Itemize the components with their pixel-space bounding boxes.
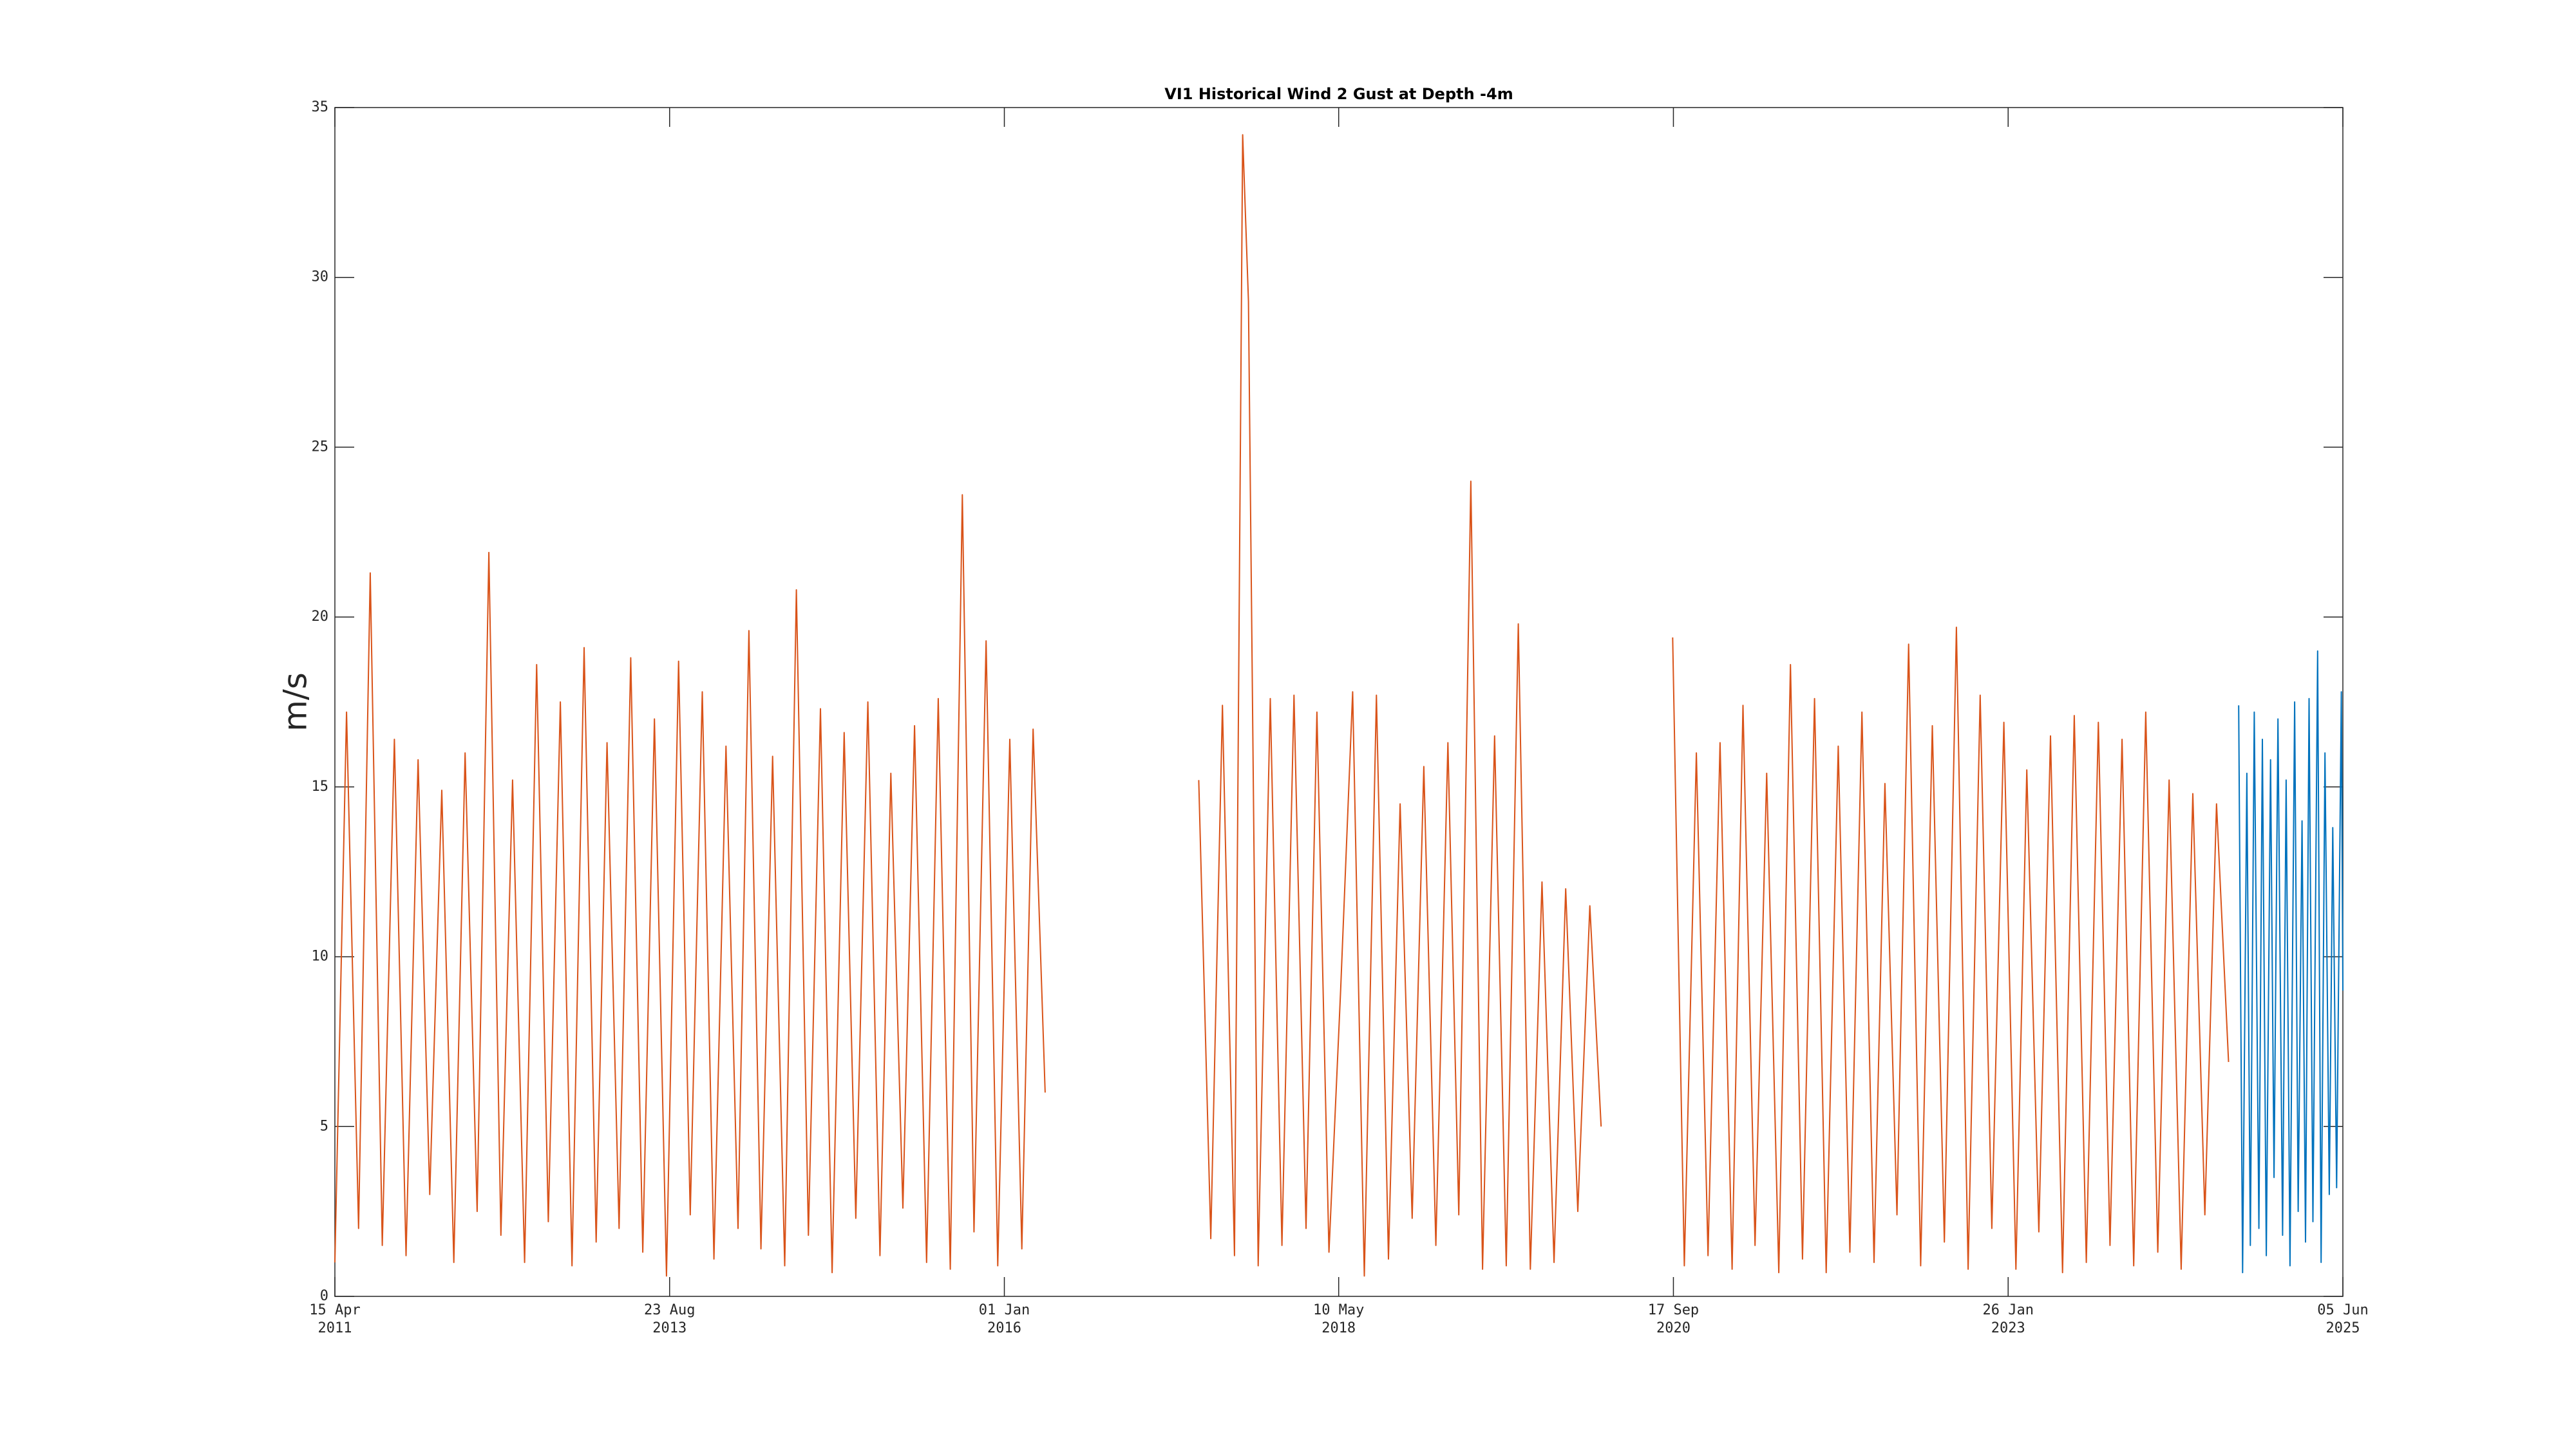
y-axis-label: m/s	[277, 672, 314, 732]
x-tick-label: 10 May 2018	[1312, 1302, 1365, 1336]
x-tick-label: 01 Jan 2016	[978, 1302, 1030, 1336]
x-tick-label: 15 Apr 2011	[309, 1302, 361, 1336]
chart-title: VI1 Historical Wind 2 Gust at Depth -4m	[1164, 85, 1513, 103]
y-tick-label: 10	[312, 949, 329, 965]
series-line	[2238, 650, 2344, 1274]
y-tick-label: 15	[312, 779, 329, 795]
y-tick-label: 0	[320, 1288, 328, 1304]
x-tick-label: 23 Aug 2013	[644, 1302, 696, 1336]
y-tick-label: 20	[312, 609, 329, 625]
x-tick-label: 26 Jan 2023	[1982, 1302, 2034, 1336]
y-tick-label: 5	[320, 1118, 328, 1134]
series-line	[334, 134, 2230, 1277]
x-tick-label: 05 Jun 2025	[2317, 1302, 2369, 1336]
x-tick-label: 17 Sep 2020	[1647, 1302, 1700, 1336]
y-tick-label: 25	[312, 439, 329, 455]
y-tick-label: 30	[312, 269, 329, 285]
y-tick-label: 35	[312, 99, 329, 115]
